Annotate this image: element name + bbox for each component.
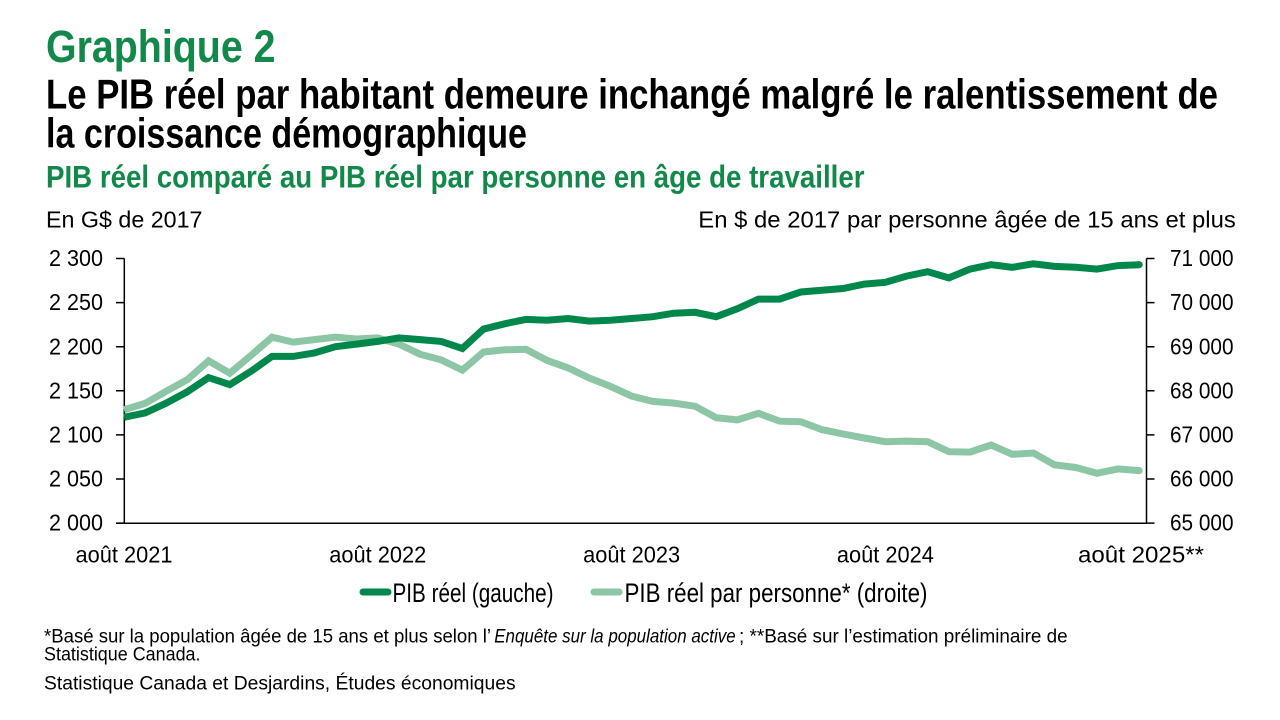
svg-text:Le PIB réel par habitant demeu: Le PIB réel par habitant demeure inchang… <box>46 71 1218 118</box>
svg-text:août 2023: août 2023 <box>583 542 680 568</box>
svg-text:2 200: 2 200 <box>49 333 103 359</box>
svg-text:67 000: 67 000 <box>1170 422 1234 448</box>
svg-text:la croissance démographique: la croissance démographique <box>46 109 527 156</box>
svg-text:71 000: 71 000 <box>1170 245 1234 271</box>
svg-text:68 000: 68 000 <box>1170 377 1234 403</box>
svg-text:Statistique Canada et Desjardi: Statistique Canada et Desjardins, Études… <box>44 673 516 694</box>
svg-text:2 000: 2 000 <box>49 510 103 536</box>
svg-text:août 2022: août 2022 <box>329 542 426 568</box>
svg-text:2 050: 2 050 <box>49 466 103 492</box>
svg-text:70 000: 70 000 <box>1170 289 1234 315</box>
svg-text:Graphique 2: Graphique 2 <box>46 21 276 72</box>
svg-text:66 000: 66 000 <box>1170 466 1234 492</box>
svg-text:2 100: 2 100 <box>49 422 103 448</box>
svg-text:; **Basé sur l’estimation prél: ; **Basé sur l’estimation préliminaire d… <box>739 626 1068 647</box>
svg-text:2 250: 2 250 <box>49 289 103 315</box>
svg-text:65 000: 65 000 <box>1170 510 1234 536</box>
svg-text:août 2021: août 2021 <box>76 542 173 568</box>
svg-text:En G$ de 2017: En G$ de 2017 <box>46 207 203 233</box>
svg-text:2 300: 2 300 <box>49 245 103 271</box>
svg-text:69 000: 69 000 <box>1170 333 1234 359</box>
svg-text:Enquête sur la population acti: Enquête sur la population active <box>494 626 736 647</box>
svg-text:août 2024: août 2024 <box>837 542 934 568</box>
svg-text:*Basé sur la population âgée d: *Basé sur la population âgée de 15 ans e… <box>44 626 491 647</box>
svg-text:En $ de 2017 par personne âgée: En $ de 2017 par personne âgée de 15 ans… <box>698 207 1236 233</box>
svg-text:PIB réel (gauche): PIB réel (gauche) <box>393 578 554 608</box>
svg-text:Statistique Canada.: Statistique Canada. <box>44 644 201 665</box>
svg-text:2 150: 2 150 <box>49 377 103 403</box>
svg-text:août 2025**: août 2025** <box>1078 542 1204 568</box>
svg-text:PIB réel comparé au PIB réel p: PIB réel comparé au PIB réel par personn… <box>46 159 865 195</box>
svg-text:PIB réel par personne* (droite: PIB réel par personne* (droite) <box>625 578 928 608</box>
